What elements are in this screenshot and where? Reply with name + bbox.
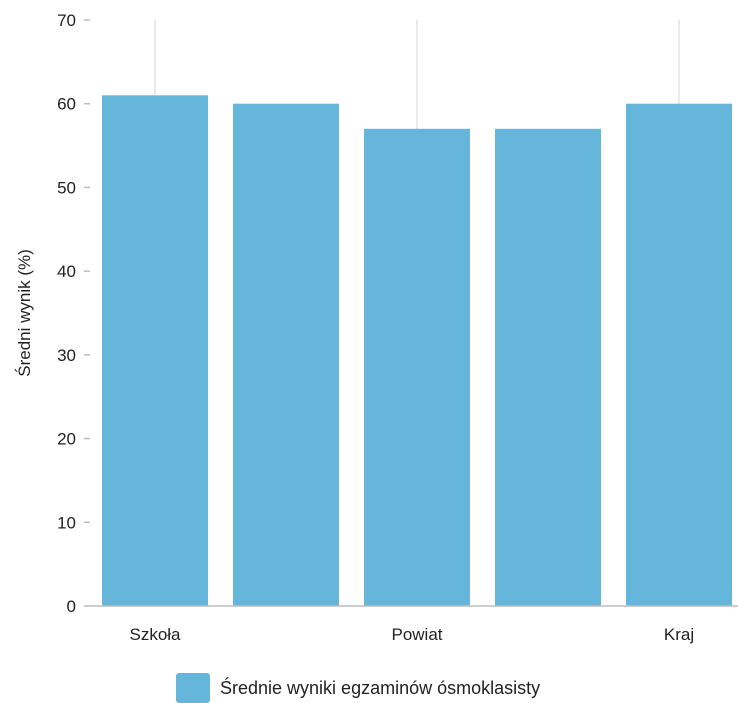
bar-2 xyxy=(364,128,470,607)
y-tick-label-6: 60 xyxy=(57,95,76,114)
y-axis-ticks: 0 10 20 30 40 50 60 70 xyxy=(57,11,90,616)
x-tick-label-0: Szkoła xyxy=(129,625,181,644)
y-axis-title: Średni wynik (%) xyxy=(15,249,34,377)
legend-swatch xyxy=(176,673,210,703)
legend: Średnie wyniki egzaminów ósmoklasisty xyxy=(176,673,540,703)
bars xyxy=(102,95,732,607)
y-tick-label-3: 30 xyxy=(57,346,76,365)
y-tick-label-1: 10 xyxy=(57,513,76,532)
x-tick-label-1: Powiat xyxy=(391,625,442,644)
bar-1 xyxy=(233,103,339,606)
y-tick-label-4: 40 xyxy=(57,262,76,281)
y-tick-label-2: 20 xyxy=(57,430,76,449)
bar-0 xyxy=(102,95,208,606)
x-axis-ticks: Szkoła Powiat Kraj xyxy=(129,625,694,644)
bar-4 xyxy=(626,103,732,606)
y-tick-label-0: 0 xyxy=(67,597,76,616)
legend-label: Średnie wyniki egzaminów ósmoklasisty xyxy=(220,677,541,698)
y-tick-label-5: 50 xyxy=(57,178,76,197)
y-tick-label-7: 70 xyxy=(57,11,76,30)
x-tick-label-2: Kraj xyxy=(664,625,694,644)
bar-3 xyxy=(495,128,601,607)
